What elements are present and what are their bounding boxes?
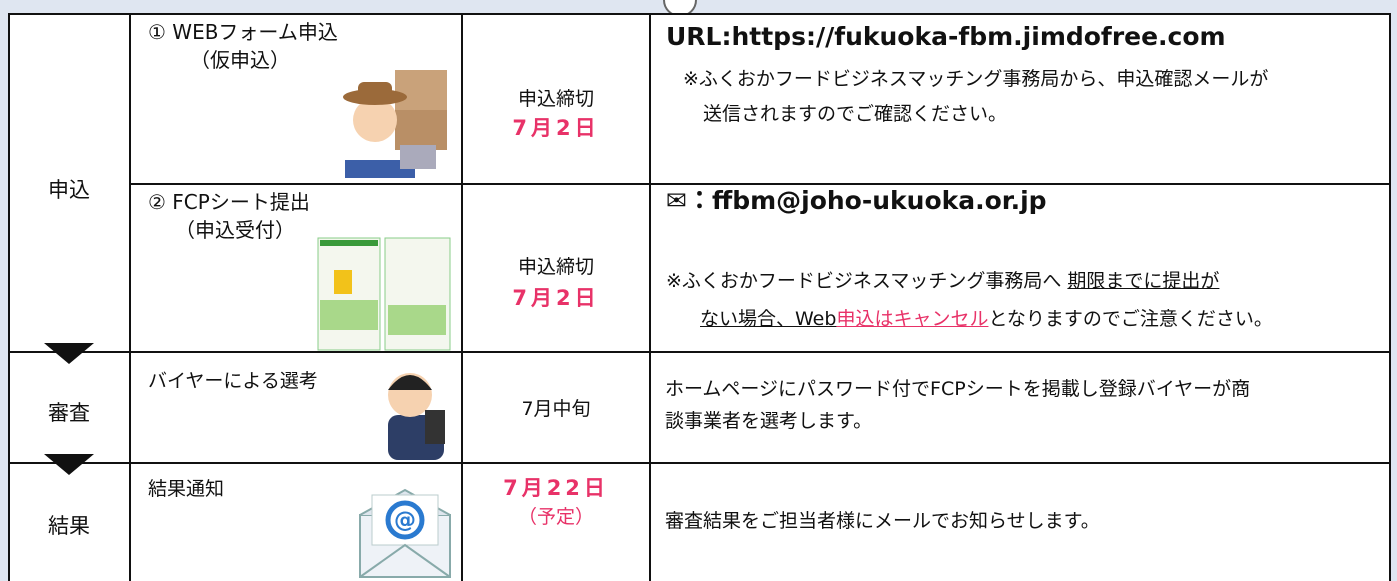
table-bg (9, 14, 1390, 581)
svg-text:@: @ (394, 508, 416, 533)
info-line: 審査結果をご担当者様にメールでお知らせします。 (665, 510, 1100, 532)
mail-illustration: @ (359, 488, 451, 578)
note-underlined: ない場合、Web (700, 308, 837, 330)
note-text: ※ふくおかフードビジネスマッチング事務局へ (666, 270, 1062, 292)
note-text: となりますのでご注意ください。 (988, 308, 1273, 330)
farmer-illustration (343, 70, 447, 178)
note-underlined-pink: 申込はキャンセル (836, 308, 989, 330)
stage-label: 申込 (48, 178, 90, 202)
deadline: 7月中旬 (521, 398, 591, 420)
deadline: 7月2日 (512, 286, 600, 310)
deadline: 7月2日 (512, 116, 600, 140)
deadline: 7月22日 (503, 476, 609, 500)
info-line: 談事業者を選考します。 (665, 410, 873, 432)
info-line: ※ふくおかフードビジネスマッチング事務局へ 期限までに提出が (666, 272, 1219, 291)
step: ① WEBフォーム申込 (148, 20, 338, 44)
arrow (44, 454, 94, 475)
note-underlined: 期限までに提出が (1067, 270, 1220, 292)
arrow (44, 343, 94, 364)
info-line: 送信されますのでご確認ください。 (703, 103, 1008, 125)
info-head: URL:https://fukuoka-fbm.jimdofree.com (666, 22, 1226, 51)
info-line: ※ふくおかフードビジネスマッチング事務局から、申込確認メールが (683, 68, 1269, 90)
stage-label: 審査 (48, 401, 90, 425)
info-head: ✉：ffbm@joho-ukuoka.or.jp (666, 186, 1047, 215)
step: ② FCPシート提出 (148, 190, 310, 214)
fcp-sheet-illustration (317, 237, 451, 351)
step: バイヤーによる選考 (148, 370, 318, 392)
buyer-illustration (388, 373, 445, 460)
grid (8, 13, 1391, 581)
deadline-sub: （予定） (517, 506, 594, 528)
step-sub: （仮申込） (190, 48, 290, 72)
info-line: ない場合、Web申込はキャンセルとなりますのでご注意ください。 (700, 310, 1273, 329)
deadline-label: 申込締切 (517, 256, 594, 278)
step-sub: （申込受付） (175, 218, 295, 242)
stage-label: 結果 (48, 514, 90, 538)
deadline-label: 申込締切 (517, 88, 594, 110)
step: 結果通知 (148, 478, 225, 500)
info-line: ホームページにパスワード付でFCPシートを掲載し登録バイヤーが商 (665, 378, 1251, 400)
